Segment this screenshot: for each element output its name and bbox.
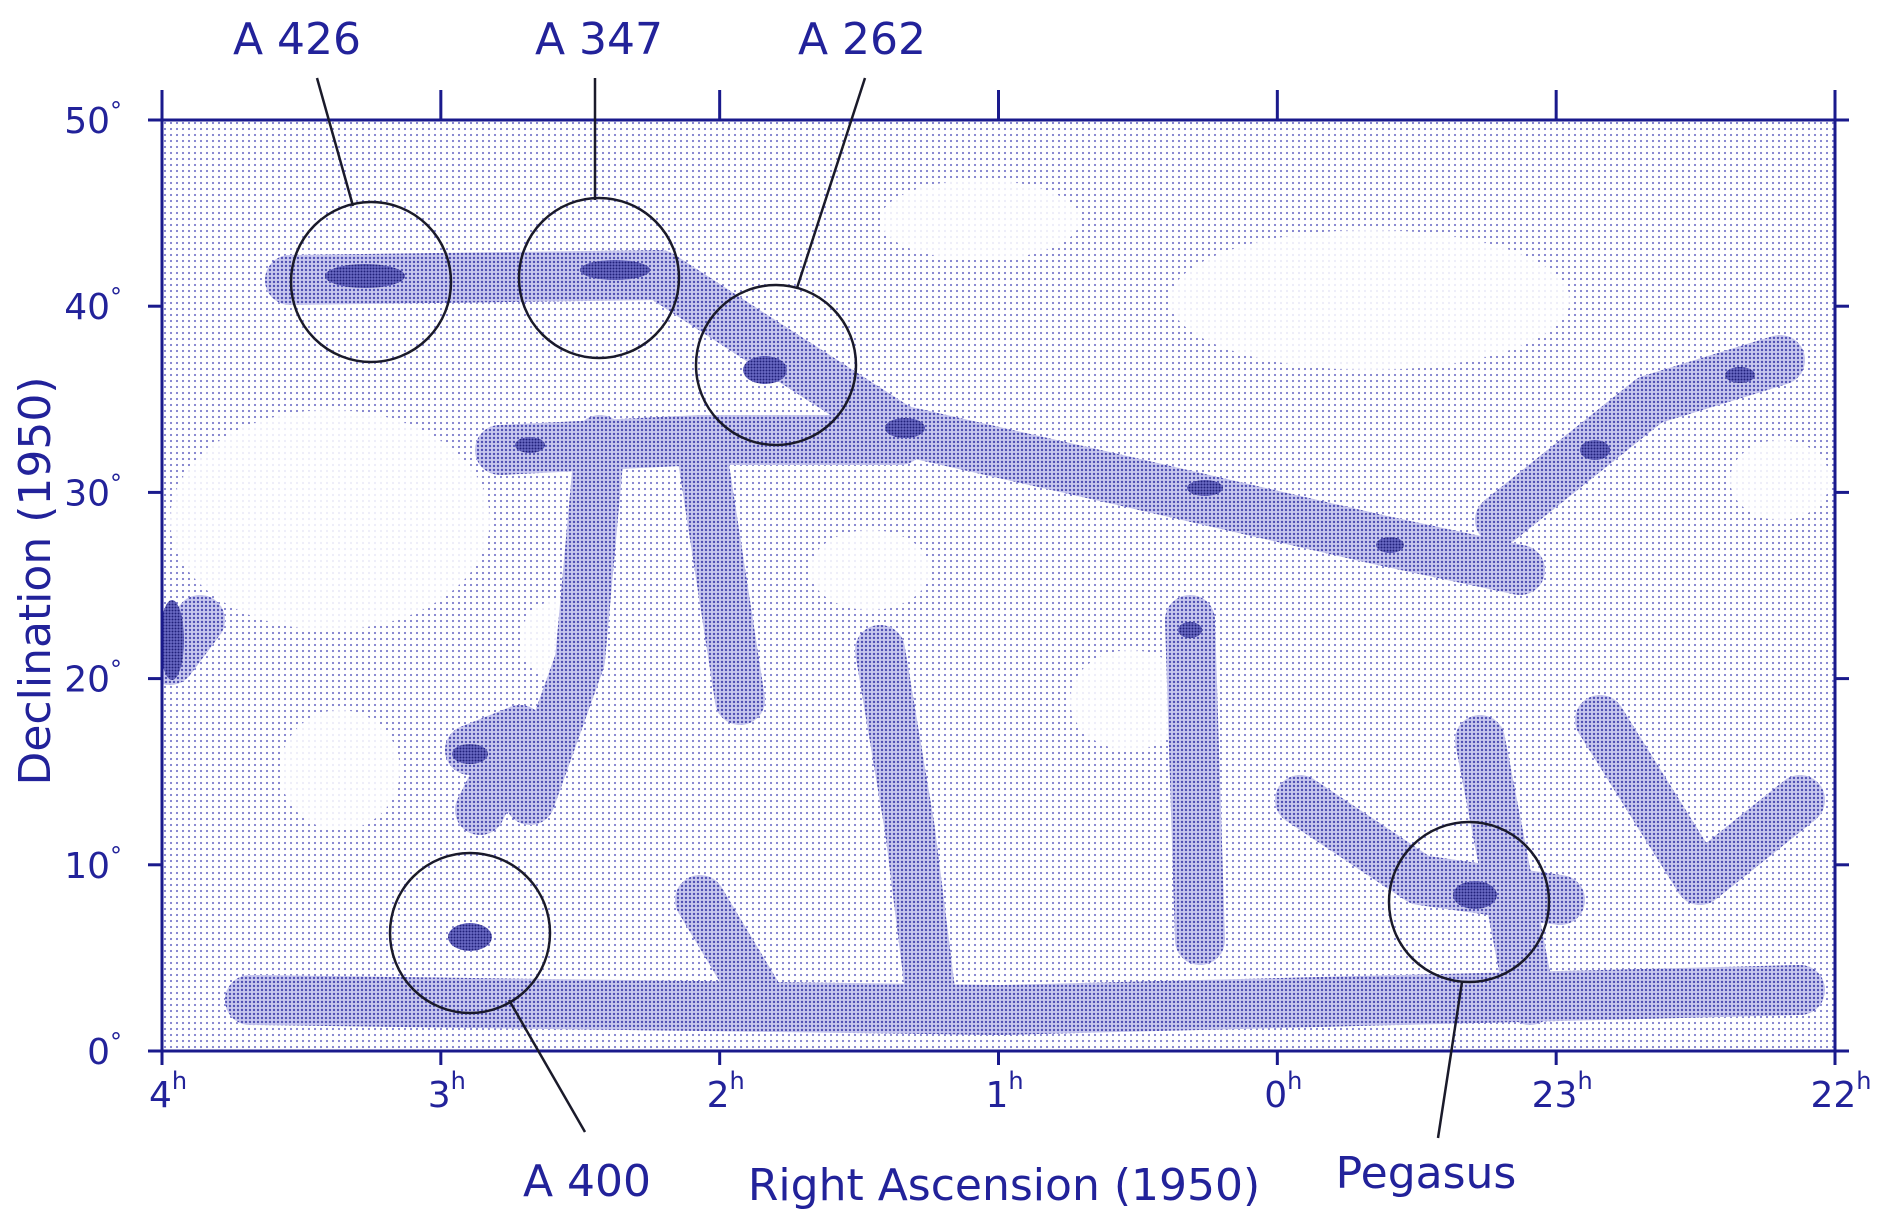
cluster-label: Pegasus xyxy=(1336,1148,1517,1199)
x-tick-unit: h xyxy=(451,1067,466,1095)
x-tick-value: 3 xyxy=(428,1075,451,1116)
y-tick-value: 50 xyxy=(64,101,110,142)
x-tick-value: 1 xyxy=(985,1075,1008,1116)
y-tick-unit: ° xyxy=(110,469,122,497)
y-tick-label: 30° xyxy=(64,469,122,514)
x-tick-value: 22 xyxy=(1810,1075,1856,1116)
cluster-label: A 400 xyxy=(523,1156,651,1207)
x-tick-unit: h xyxy=(1856,1067,1871,1095)
y-tick-label: 50° xyxy=(64,97,122,142)
y-tick-unit: ° xyxy=(110,283,122,311)
x-tick-label: 22h xyxy=(1810,1067,1871,1116)
y-tick-unit: ° xyxy=(110,1028,122,1056)
y-tick-value: 20 xyxy=(64,660,110,701)
y-tick-label: 40° xyxy=(64,283,122,328)
y-tick-value: 0 xyxy=(87,1032,110,1073)
y-axis-title: Declination (1950) xyxy=(10,376,61,785)
density-field xyxy=(162,120,1835,1051)
x-tick-label: 23h xyxy=(1532,1067,1593,1116)
x-tick-label: 3h xyxy=(428,1067,466,1116)
x-tick-value: 4 xyxy=(149,1075,172,1116)
x-tick-unit: h xyxy=(1008,1067,1023,1095)
y-tick-value: 10 xyxy=(64,846,110,887)
x-tick-label: 0h xyxy=(1264,1067,1302,1116)
x-tick-label: 2h xyxy=(707,1067,745,1116)
y-tick-unit: ° xyxy=(110,842,122,870)
cluster-label: A 347 xyxy=(535,14,663,65)
cluster-label: A 262 xyxy=(798,14,926,65)
x-tick-unit: h xyxy=(730,1067,745,1095)
x-axis-title: Right Ascension (1950) xyxy=(748,1160,1260,1211)
cluster-label: A 426 xyxy=(233,14,361,65)
x-tick-unit: h xyxy=(1287,1067,1302,1095)
cluster-markers xyxy=(289,77,1551,1139)
x-tick-unit: h xyxy=(172,1067,187,1095)
y-tick-label: 10° xyxy=(64,842,122,887)
y-tick-label: 0° xyxy=(87,1028,122,1073)
x-tick-unit: h xyxy=(1577,1067,1592,1095)
y-tick-value: 30 xyxy=(64,473,110,514)
x-tick-label: 1h xyxy=(985,1067,1023,1116)
y-tick-unit: ° xyxy=(110,97,122,125)
x-tick-value: 2 xyxy=(707,1075,730,1116)
y-tick-unit: ° xyxy=(110,656,122,684)
x-tick-label: 4h xyxy=(149,1067,187,1116)
x-tick-value: 23 xyxy=(1532,1075,1578,1116)
y-tick-label: 20° xyxy=(64,656,122,701)
x-tick-value: 0 xyxy=(1264,1075,1287,1116)
y-tick-value: 40 xyxy=(64,287,110,328)
